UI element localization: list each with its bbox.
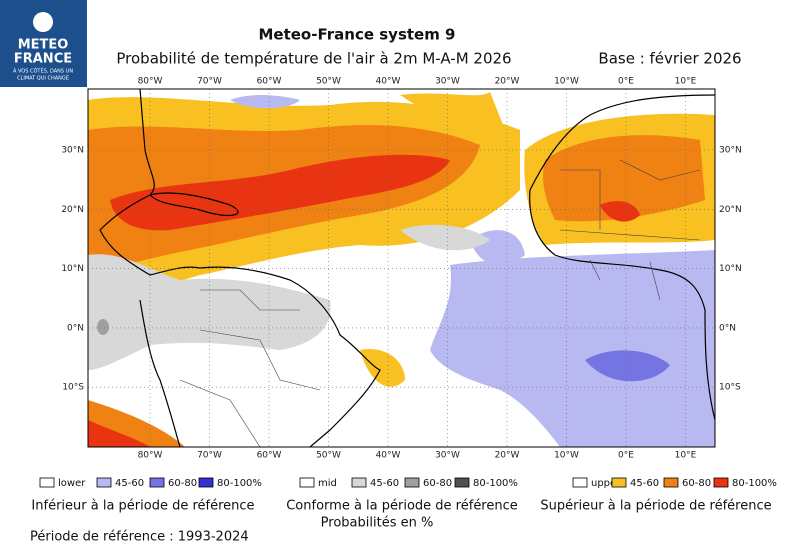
legend-swatch bbox=[198, 477, 214, 488]
legend-label: 45-60 bbox=[115, 478, 144, 489]
legend-swatch bbox=[96, 477, 112, 488]
legend-label: 80-100% bbox=[473, 478, 518, 489]
reference-period: Période de référence : 1993-2024 bbox=[30, 530, 249, 545]
logo-icon bbox=[33, 12, 53, 32]
lon-label: 40°W bbox=[376, 451, 401, 461]
map bbox=[88, 89, 715, 447]
lon-label: 0°E bbox=[618, 77, 634, 87]
legend-swatch bbox=[454, 477, 470, 488]
legend-label: 80-100% bbox=[732, 478, 777, 489]
legend-swatch bbox=[39, 477, 55, 488]
probability-note: Probabilités en % bbox=[321, 516, 434, 531]
legend-swatch bbox=[611, 477, 627, 488]
lat-label: 10°S bbox=[62, 383, 84, 393]
lon-label: 20°W bbox=[495, 451, 520, 461]
lon-label: 0°E bbox=[618, 451, 634, 461]
legend-swatch bbox=[149, 477, 165, 488]
lat-label: 20°N bbox=[61, 205, 84, 215]
legend-swatch bbox=[663, 477, 679, 488]
lon-label: 70°W bbox=[197, 451, 222, 461]
lon-label: 30°W bbox=[435, 77, 460, 87]
lon-label: 10°E bbox=[675, 77, 697, 87]
lon-label: 60°W bbox=[257, 77, 282, 87]
lat-label: 10°S bbox=[719, 383, 741, 393]
lon-label: 60°W bbox=[257, 451, 282, 461]
lon-label: 50°W bbox=[316, 451, 341, 461]
logo-tagline: CLIMAT QUI CHANGE bbox=[17, 76, 69, 82]
legend-label: 60-80 bbox=[168, 478, 197, 489]
lon-label: 20°W bbox=[495, 77, 520, 87]
title: Meteo-France system 9 bbox=[258, 26, 455, 44]
lon-label: 10°E bbox=[675, 451, 697, 461]
legend-caption: Inférieur à la période de référence bbox=[31, 499, 254, 514]
legend-label: lower bbox=[58, 478, 86, 489]
legend-label: upper bbox=[591, 478, 621, 489]
subtitle: Probabilité de température de l'air à 2m… bbox=[116, 50, 511, 68]
base-date: Base : février 2026 bbox=[598, 50, 741, 68]
legend-caption: Conforme à la période de référence bbox=[286, 499, 518, 514]
legend-label: 45-60 bbox=[370, 478, 399, 489]
logo-text: FRANCE bbox=[14, 52, 72, 67]
legend-label: 80-100% bbox=[217, 478, 262, 489]
lon-label: 80°W bbox=[138, 451, 163, 461]
lon-label: 80°W bbox=[138, 77, 163, 87]
legend-caption: Supérieur à la période de référence bbox=[540, 499, 771, 514]
lat-label: 30°N bbox=[61, 146, 84, 156]
lon-label: 70°W bbox=[197, 77, 222, 87]
legend-label: 60-80 bbox=[682, 478, 711, 489]
lon-label: 30°W bbox=[435, 451, 460, 461]
legend-swatch bbox=[572, 477, 588, 488]
map-frame bbox=[87, 88, 716, 448]
legend-label: mid bbox=[318, 478, 337, 489]
legend-swatch bbox=[713, 477, 729, 488]
lon-label: 40°W bbox=[376, 77, 401, 87]
lat-label: 30°N bbox=[719, 146, 742, 156]
lon-label: 10°W bbox=[554, 451, 579, 461]
legend-label: 60-80 bbox=[423, 478, 452, 489]
logo-text: METEO bbox=[18, 38, 69, 53]
legend-label: 45-60 bbox=[630, 478, 659, 489]
logo-tagline: À VOS CÔTÉS, DANS UN bbox=[13, 67, 73, 75]
legend-swatch bbox=[351, 477, 367, 488]
lat-label: 0°N bbox=[67, 323, 84, 333]
lon-label: 10°W bbox=[554, 77, 579, 87]
legend-swatch bbox=[404, 477, 420, 488]
lat-label: 10°N bbox=[61, 264, 84, 274]
lat-label: 0°N bbox=[719, 323, 736, 333]
lat-label: 20°N bbox=[719, 205, 742, 215]
legend-swatch bbox=[299, 477, 315, 488]
lon-label: 50°W bbox=[316, 77, 341, 87]
lat-label: 10°N bbox=[719, 264, 742, 274]
